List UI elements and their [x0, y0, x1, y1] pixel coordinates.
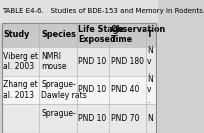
Text: N
v
.: N v .: [147, 46, 153, 76]
Text: PND 10: PND 10: [78, 114, 107, 123]
Text: NMRI
mouse: NMRI mouse: [41, 52, 67, 71]
Text: Observation
Time: Observation Time: [111, 25, 166, 44]
Text: T: T: [147, 30, 153, 39]
Bar: [0, 0, 157, 23]
Text: N: N: [147, 114, 153, 123]
Text: Zhang et
al. 2013: Zhang et al. 2013: [3, 80, 38, 100]
Bar: [2, 76, 156, 104]
Bar: [2, 23, 156, 47]
Text: TABLE E4-6.   Studies of BDE-153 and Memory in Rodents.: TABLE E4-6. Studies of BDE-153 and Memor…: [2, 8, 204, 14]
Bar: [2, 23, 156, 133]
Text: Species: Species: [41, 30, 76, 39]
Text: Sprague-
Dawley rats: Sprague- Dawley rats: [41, 80, 87, 100]
Text: PND 40: PND 40: [111, 85, 139, 94]
Text: PND 70: PND 70: [111, 114, 139, 123]
Text: PND 180: PND 180: [111, 57, 144, 66]
Bar: [2, 47, 156, 76]
Text: Sprague-: Sprague-: [41, 109, 76, 128]
Text: Viberg et
al. 2003: Viberg et al. 2003: [3, 52, 39, 71]
Text: PND 10: PND 10: [78, 85, 107, 94]
Text: Life Stage
Exposed: Life Stage Exposed: [78, 25, 124, 44]
Text: Study: Study: [3, 30, 30, 39]
Bar: [2, 104, 156, 133]
Text: PND 10: PND 10: [78, 57, 107, 66]
Text: N
v
.: N v .: [147, 75, 153, 105]
